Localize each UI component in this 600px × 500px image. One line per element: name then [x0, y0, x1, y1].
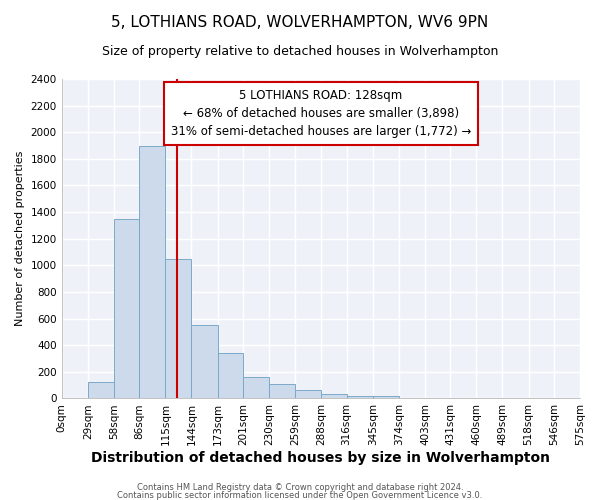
Bar: [88, 382, 114, 398]
Text: Contains HM Land Registry data © Crown copyright and database right 2024.: Contains HM Land Registry data © Crown c…: [137, 483, 463, 492]
Text: 5 LOTHIANS ROAD: 128sqm
← 68% of detached houses are smaller (3,898)
31% of semi: 5 LOTHIANS ROAD: 128sqm ← 68% of detache…: [170, 88, 471, 138]
Bar: [114, 219, 139, 398]
Bar: [373, 396, 399, 398]
Bar: [295, 390, 321, 398]
Bar: [166, 258, 191, 398]
Text: Size of property relative to detached houses in Wolverhampton: Size of property relative to detached ho…: [102, 45, 498, 58]
Bar: [191, 325, 218, 398]
Bar: [321, 394, 347, 398]
Bar: [139, 146, 166, 398]
Text: Contains public sector information licensed under the Open Government Licence v3: Contains public sector information licen…: [118, 490, 482, 500]
X-axis label: Distribution of detached houses by size in Wolverhampton: Distribution of detached houses by size …: [91, 451, 550, 465]
Y-axis label: Number of detached properties: Number of detached properties: [15, 151, 25, 326]
Text: 5, LOTHIANS ROAD, WOLVERHAMPTON, WV6 9PN: 5, LOTHIANS ROAD, WOLVERHAMPTON, WV6 9PN: [112, 15, 488, 30]
Bar: [243, 377, 269, 398]
Bar: [347, 396, 373, 398]
Bar: [269, 384, 295, 398]
Bar: [218, 353, 243, 399]
